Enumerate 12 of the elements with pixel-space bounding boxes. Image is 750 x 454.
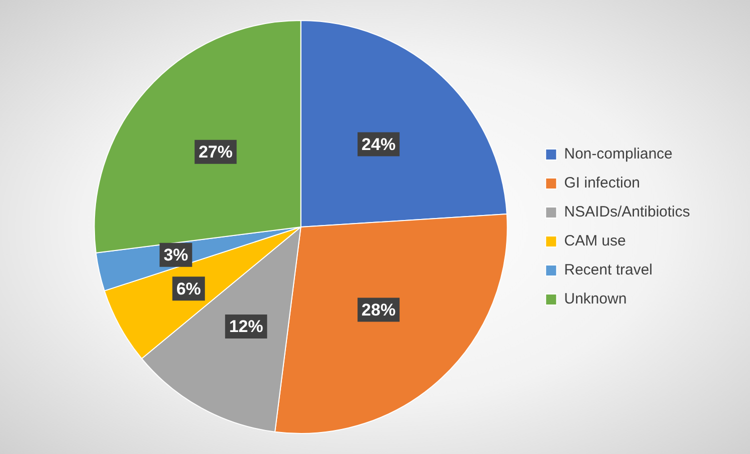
data-label: 12%: [229, 317, 264, 336]
legend-label: GI infection: [564, 174, 640, 192]
data-label: 28%: [362, 300, 396, 320]
legend-label: Unknown: [564, 290, 627, 308]
legend-label: Non-compliance: [564, 146, 673, 163]
data-label: 3%: [164, 246, 188, 265]
legend-label: NSAIDs/Antibiotics: [564, 204, 690, 221]
legend-label: CAM use: [564, 232, 626, 250]
legend-label: Recent travel: [564, 262, 652, 279]
data-label: 24%: [362, 134, 396, 154]
data-label: 27%: [198, 142, 233, 162]
data-label: 6%: [176, 279, 201, 298]
